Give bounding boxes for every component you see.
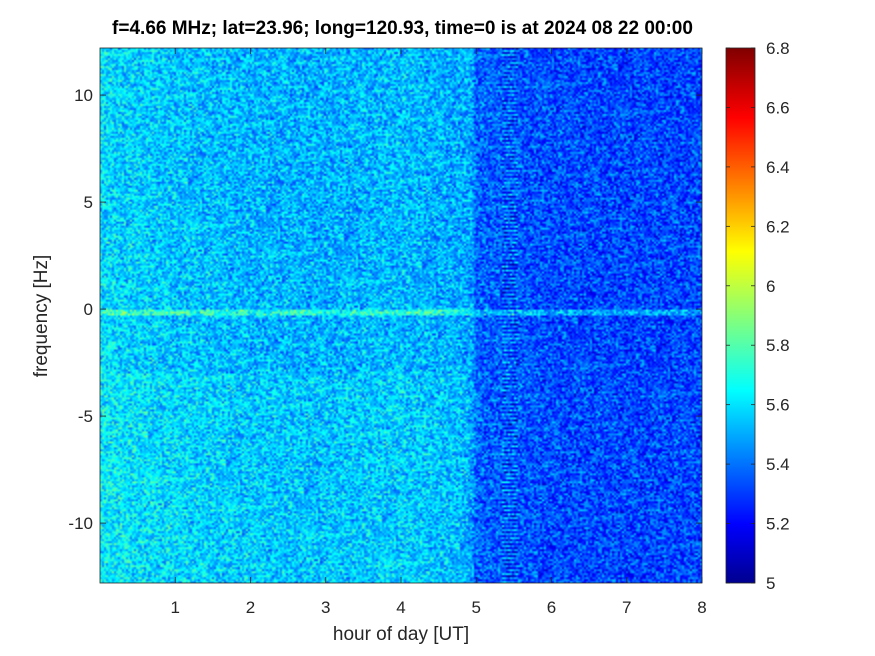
x-tick-label: 6 xyxy=(547,598,556,617)
x-tick-label: 1 xyxy=(171,598,180,617)
colorbar-tick-label: 5.2 xyxy=(766,515,790,534)
y-tick-label: 5 xyxy=(84,193,93,212)
colorbar-tick-label: 5.4 xyxy=(766,455,790,474)
colorbar-tick-label: 6.6 xyxy=(766,98,790,117)
colorbar-tick-label: 5.8 xyxy=(766,336,790,355)
x-axis: 1 2 3 4 5 6 7 8 xyxy=(171,48,707,617)
heatmap-image xyxy=(100,48,702,583)
colorbar-tick-label: 5 xyxy=(766,574,775,593)
y-axis: -10 -5 0 5 10 xyxy=(68,86,702,533)
y-axis-label: frequency [Hz] xyxy=(31,254,52,378)
colorbar-tick-label: 5.6 xyxy=(766,396,790,415)
colorbar-tick-label: 6.2 xyxy=(766,217,790,236)
y-tick-label: -10 xyxy=(68,514,93,533)
y-tick-label: 10 xyxy=(74,86,93,105)
x-tick-label: 3 xyxy=(321,598,330,617)
x-tick-label: 5 xyxy=(472,598,481,617)
x-tick-label: 8 xyxy=(697,598,706,617)
colorbar xyxy=(725,47,756,584)
y-tick-label: -5 xyxy=(78,407,93,426)
x-tick-label: 2 xyxy=(246,598,255,617)
x-tick-label: 4 xyxy=(396,598,405,617)
x-tick-label: 7 xyxy=(622,598,631,617)
colorbar-axis: 5 5.2 5.4 5.6 5.8 6 6.2 6.4 6.6 6.8 xyxy=(726,39,790,593)
colorbar-tick-label: 6 xyxy=(766,277,775,296)
heatmap-layer xyxy=(100,48,702,583)
x-axis-label: hour of day [UT] xyxy=(332,624,470,645)
chart-title: f=4.66 MHz; lat=23.96; long=120.93, time… xyxy=(112,18,693,39)
colorbar-tick-label: 6.8 xyxy=(766,39,790,58)
colorbar-tick-label: 6.4 xyxy=(766,158,790,177)
y-tick-label: 0 xyxy=(84,300,93,319)
